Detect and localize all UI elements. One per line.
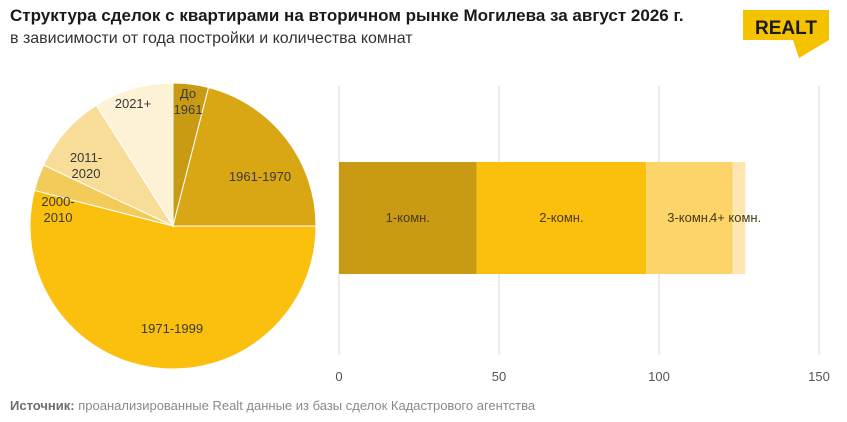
pie-label-2000-2010: 2000-2010 [41,194,74,225]
pie-label-до-1961: До 1961 [174,86,203,117]
x-tick-label-150: 150 [808,369,830,384]
bar-label-3-комн: 3-комн. [667,210,711,225]
pie-label-1961-1970: 1961-1970 [229,169,291,184]
pie-slice-2011-2020 [42,104,175,228]
pie-chart: До 1961 1961-1970 1971-1999 2000-2010 2011-20… [29,82,317,370]
bar-chart: 0 50 100 150 1-комн. 2-комн. 3-комн.4+ комн. [335,86,830,384]
x-tick-label-0: 0 [335,369,342,384]
pie-label-1971-1999: 1971-1999 [141,321,203,336]
x-tick-label-50: 50 [492,369,506,384]
logo-badge-shape [743,10,829,58]
bar-segment-1-комн [339,162,477,274]
pie-slice-1961-1970 [172,86,317,227]
bar-segment-3-комн [646,162,733,274]
bar-segment-2-комн [476,162,647,274]
bar-label-1-комн: 1-комн. [386,210,430,225]
chart-subtitle: в зависимости от года постройки и количе… [10,30,413,47]
logo-text: REALT [755,18,817,39]
realt-logo: REALT [743,10,829,58]
pie-slice-1971-1999 [29,189,317,370]
bar-segment-4-комн [732,162,746,274]
source-label: Источник: [10,398,75,413]
pie-slice-2021 [95,82,174,228]
bar-label-2-комн: 2-комн. [539,210,583,225]
source-note: Источник: проанализированные Realt данны… [10,398,535,413]
pie-label-2011-2020: 2011-2020 [70,150,102,181]
bar-label-4-комн: 4+ комн. [710,210,761,225]
x-tick-label-100: 100 [648,369,670,384]
chart-title: Структура сделок с квартирами на вторичн… [10,6,684,25]
source-text: проанализированные Realt данные из базы … [78,398,536,413]
pie-label-2021: 2021+ [115,96,152,111]
